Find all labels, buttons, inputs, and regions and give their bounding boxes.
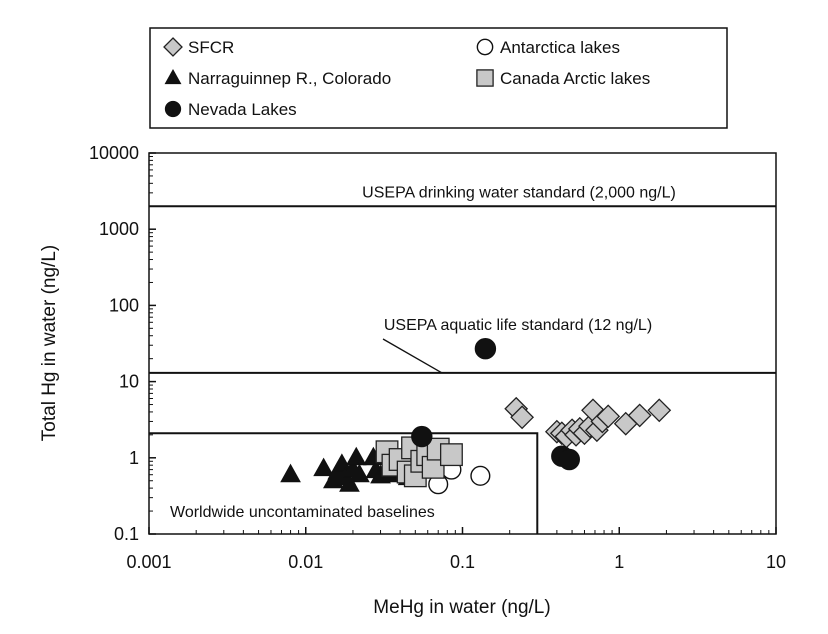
- x-tick-label: 1: [614, 552, 624, 572]
- y-axis-title: Total Hg in water (ng/L): [39, 245, 60, 441]
- data-point-antarctica-lakes: [470, 465, 491, 486]
- plot-frame: [148, 152, 777, 535]
- data-point-narraguinnep-r-colorado: [313, 457, 334, 477]
- x-axis: 0.001 0.01 0.1 1 10: [126, 527, 786, 572]
- x-tick-label: 0.001: [126, 552, 171, 572]
- baseline-box-label: Worldwide uncontaminated baselines: [170, 504, 435, 521]
- y-tick-label: 10: [119, 372, 139, 392]
- data-point-nevada-lakes: [411, 425, 433, 448]
- y-tick-label: 100: [109, 295, 139, 315]
- data-point-canada-arctic-lakes: [439, 443, 463, 467]
- reference-lines: USEPA drinking water standard (2,000 ng/…: [149, 184, 776, 534]
- data-point-sfcr: [627, 403, 652, 428]
- aquatic-life-leader-line: [382, 338, 443, 374]
- legend-label-canada-arctic-lakes: Canada Arctic lakes: [500, 69, 650, 88]
- legend-box: [149, 27, 728, 129]
- x-tick-label: 0.01: [288, 552, 323, 572]
- data-point-narraguinnep-r-colorado: [339, 473, 360, 492]
- legend-label-narraguinnep-r-colorado: Narraguinnep R., Colorado: [188, 69, 391, 88]
- legend-label-nevada-lakes: Nevada Lakes: [188, 100, 297, 119]
- data-point-narraguinnep-r-colorado: [280, 463, 301, 483]
- x-tick-label: 10: [766, 552, 786, 572]
- legend: SFCR Antarctica lakes Narraguinnep R., Col…: [149, 27, 728, 129]
- data-point-narraguinnep-r-colorado: [331, 453, 353, 472]
- legend-marker-sfcr: [163, 37, 183, 57]
- data-point-nevada-lakes: [474, 338, 497, 360]
- data-point-nevada-lakes: [558, 448, 580, 471]
- baseline-box: [149, 432, 539, 534]
- data-point-sfcr: [596, 404, 621, 429]
- x-axis-title: MeHg in water (ng/L): [373, 597, 550, 618]
- y-axis: 0.1 1 10 100 1000 10000: [89, 143, 156, 544]
- data-point-narraguinnep-r-colorado: [345, 446, 367, 466]
- data-point-narraguinnep-r-colorado: [349, 463, 370, 483]
- data-point-sfcr: [510, 405, 535, 430]
- aquatic-life-standard-label: USEPA aquatic life standard (12 ng/L): [384, 317, 652, 334]
- legend-marker-nevada-lakes: [164, 100, 182, 118]
- y-tick-label: 10000: [89, 143, 139, 163]
- legend-marker-antarctica-lakes: [476, 38, 494, 56]
- data-point-sfcr: [647, 398, 672, 423]
- data-points: [280, 338, 672, 495]
- drinking-water-standard-label: USEPA drinking water standard (2,000 ng/…: [362, 184, 676, 201]
- legend-label-antarctica-lakes: Antarctica lakes: [500, 38, 620, 57]
- y-tick-label: 1000: [99, 219, 139, 239]
- legend-marker-canada-arctic-lakes: [476, 69, 494, 87]
- x-tick-label: 0.1: [450, 552, 475, 572]
- legend-items: SFCR Antarctica lakes Narraguinnep R., Col…: [163, 37, 650, 119]
- legend-label-sfcr: SFCR: [188, 38, 234, 57]
- y-tick-label: 0.1: [114, 524, 139, 544]
- legend-marker-narraguinnep-r-colorado: [164, 68, 182, 85]
- y-tick-label: 1: [129, 448, 139, 468]
